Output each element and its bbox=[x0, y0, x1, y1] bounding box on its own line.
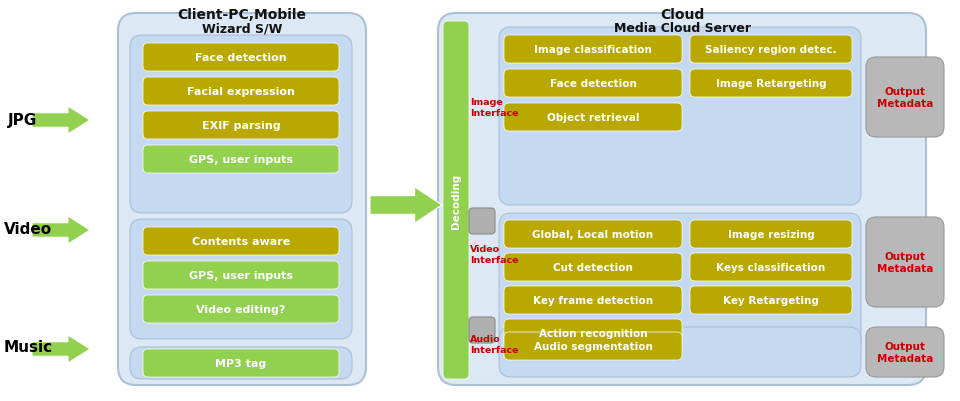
FancyBboxPatch shape bbox=[690, 286, 852, 314]
FancyBboxPatch shape bbox=[504, 332, 682, 360]
FancyBboxPatch shape bbox=[690, 70, 852, 98]
FancyBboxPatch shape bbox=[866, 217, 944, 307]
Text: EXIF parsing: EXIF parsing bbox=[202, 121, 280, 131]
Text: Audio segmentation: Audio segmentation bbox=[534, 341, 653, 351]
Text: Cloud: Cloud bbox=[660, 8, 704, 22]
FancyBboxPatch shape bbox=[499, 213, 861, 353]
Text: Face detection: Face detection bbox=[195, 53, 287, 63]
FancyBboxPatch shape bbox=[469, 317, 495, 343]
Polygon shape bbox=[32, 107, 90, 135]
Text: Object retrieval: Object retrieval bbox=[547, 113, 639, 123]
Polygon shape bbox=[32, 335, 90, 363]
Text: Wizard S/W: Wizard S/W bbox=[202, 22, 282, 35]
Text: Client-PC,Mobile: Client-PC,Mobile bbox=[178, 8, 306, 22]
Text: Video
Interface: Video Interface bbox=[470, 245, 518, 264]
Text: JPG: JPG bbox=[8, 112, 37, 127]
Text: Saliency region detec.: Saliency region detec. bbox=[706, 45, 837, 55]
Text: Action recognition: Action recognition bbox=[539, 328, 647, 338]
Text: Audio
Interface: Audio Interface bbox=[470, 334, 518, 354]
Text: GPS, user inputs: GPS, user inputs bbox=[189, 155, 293, 164]
Text: Video editing?: Video editing? bbox=[196, 304, 286, 314]
FancyBboxPatch shape bbox=[143, 295, 339, 323]
Text: Facial expression: Facial expression bbox=[187, 87, 295, 97]
Text: Output
Metadata: Output Metadata bbox=[876, 341, 933, 363]
Text: Output
Metadata: Output Metadata bbox=[876, 87, 933, 109]
FancyBboxPatch shape bbox=[504, 104, 682, 132]
FancyBboxPatch shape bbox=[143, 44, 339, 72]
Polygon shape bbox=[32, 217, 90, 244]
FancyBboxPatch shape bbox=[143, 112, 339, 140]
FancyBboxPatch shape bbox=[504, 70, 682, 98]
FancyBboxPatch shape bbox=[504, 286, 682, 314]
Text: Media Cloud Server: Media Cloud Server bbox=[613, 22, 751, 35]
FancyBboxPatch shape bbox=[438, 14, 926, 385]
FancyBboxPatch shape bbox=[143, 78, 339, 106]
FancyBboxPatch shape bbox=[690, 221, 852, 248]
FancyBboxPatch shape bbox=[130, 36, 352, 213]
FancyBboxPatch shape bbox=[143, 146, 339, 174]
Text: Image classification: Image classification bbox=[534, 45, 652, 55]
FancyBboxPatch shape bbox=[690, 253, 852, 281]
Text: Image Retargeting: Image Retargeting bbox=[716, 79, 827, 89]
Text: Image
Interface: Image Interface bbox=[470, 98, 518, 117]
FancyBboxPatch shape bbox=[504, 36, 682, 64]
Polygon shape bbox=[370, 188, 442, 223]
Text: Image resizing: Image resizing bbox=[728, 229, 814, 239]
FancyBboxPatch shape bbox=[143, 349, 339, 377]
Text: Contents aware: Contents aware bbox=[192, 237, 290, 246]
FancyBboxPatch shape bbox=[443, 22, 469, 379]
Text: Cut detection: Cut detection bbox=[553, 262, 633, 272]
Text: Video: Video bbox=[4, 222, 52, 237]
Text: Key frame detection: Key frame detection bbox=[533, 295, 653, 305]
FancyBboxPatch shape bbox=[504, 253, 682, 281]
Text: Decoding: Decoding bbox=[451, 173, 461, 228]
FancyBboxPatch shape bbox=[118, 14, 366, 385]
FancyBboxPatch shape bbox=[866, 327, 944, 377]
FancyBboxPatch shape bbox=[130, 347, 352, 379]
FancyBboxPatch shape bbox=[690, 36, 852, 64]
FancyBboxPatch shape bbox=[866, 58, 944, 138]
FancyBboxPatch shape bbox=[504, 221, 682, 248]
FancyBboxPatch shape bbox=[499, 327, 861, 377]
Text: GPS, user inputs: GPS, user inputs bbox=[189, 270, 293, 280]
Text: Music: Music bbox=[4, 340, 53, 354]
FancyBboxPatch shape bbox=[130, 219, 352, 339]
Text: MP3 tag: MP3 tag bbox=[215, 358, 267, 368]
Text: Global, Local motion: Global, Local motion bbox=[533, 229, 654, 239]
Text: Output
Metadata: Output Metadata bbox=[876, 251, 933, 273]
FancyBboxPatch shape bbox=[469, 209, 495, 235]
Text: Key Retargeting: Key Retargeting bbox=[723, 295, 819, 305]
Text: Keys classification: Keys classification bbox=[716, 262, 826, 272]
FancyBboxPatch shape bbox=[143, 261, 339, 289]
FancyBboxPatch shape bbox=[499, 28, 861, 205]
FancyBboxPatch shape bbox=[504, 319, 682, 347]
FancyBboxPatch shape bbox=[143, 227, 339, 255]
Text: Face detection: Face detection bbox=[549, 79, 636, 89]
